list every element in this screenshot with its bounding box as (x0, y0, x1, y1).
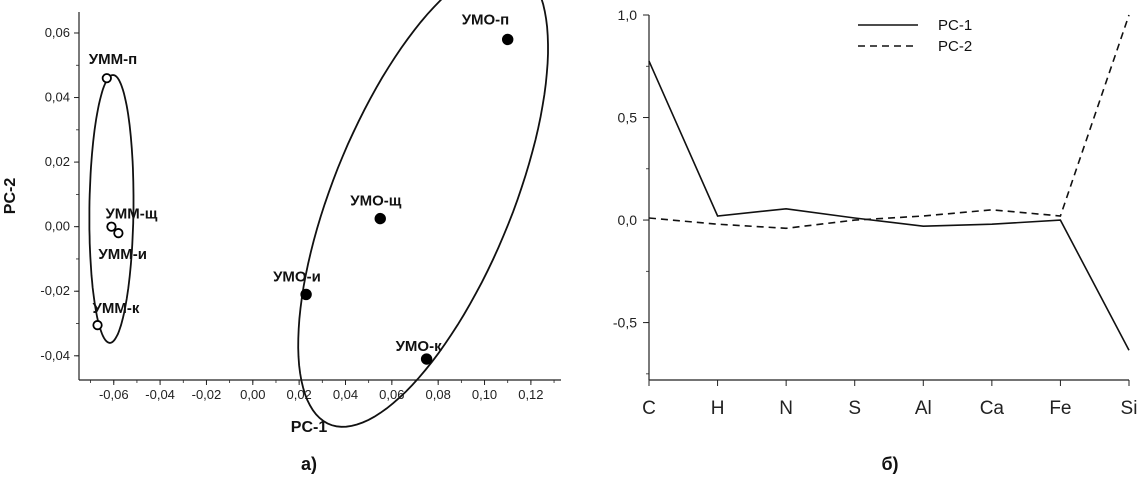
loadings-y-tick-label: -0,5 (613, 315, 637, 331)
legend-pc1-label: PC-1 (938, 17, 972, 34)
panel-b-label: б) (881, 454, 898, 474)
element-label: N (779, 398, 793, 419)
umm-point (106, 221, 117, 232)
point-label: УММ-к (93, 300, 140, 317)
umm-point (92, 320, 103, 331)
point-label: УМО-и (273, 268, 321, 285)
element-label: S (848, 398, 861, 419)
scores-y-tick-label: 0,04 (45, 90, 70, 105)
loadings-y-tick-label: 0,5 (618, 110, 638, 126)
element-label: Fe (1049, 398, 1071, 419)
point-label: УМО-к (396, 338, 442, 355)
umo-group-ellipse (297, 0, 549, 428)
scores-x-tick-label: 0,06 (379, 387, 404, 402)
umm-group-ellipse (88, 74, 135, 344)
element-label: Al (915, 398, 932, 419)
umm-point (113, 228, 124, 239)
point-label: УМО-п (462, 11, 510, 28)
umm-point (101, 73, 112, 84)
pca-scores-plot: -0,06 -0,04 -0,02 0,00 0,02 0,04 0,06 0,08 0,10 0… (2, 0, 561, 474)
element-label: Si (1121, 398, 1138, 419)
scores-x-tick-label: 0,08 (426, 387, 451, 402)
scores-y-tick-label: 0,02 (45, 154, 70, 169)
point-label: УМО-щ (350, 193, 401, 210)
umo-point (300, 288, 312, 301)
element-label: C (642, 398, 656, 419)
pca-loadings-plot: -0,5 0,0 0,5 1,0 C H N S Al Ca Fe Si PC-1 PC-2 б) (613, 7, 1138, 474)
pc1-line (648, 60, 1130, 351)
scores-y-axis-label: PC-2 (2, 178, 19, 215)
scores-x-tick-label: -0,06 (99, 387, 129, 402)
scores-x-tick-label: 0,12 (518, 387, 543, 402)
point-label: УММ-п (89, 51, 137, 68)
panel-a-label: а) (301, 454, 317, 474)
scores-x-tick-label: 0,10 (472, 387, 497, 402)
umo-point (374, 212, 386, 225)
scores-y-tick-label: 0,00 (45, 219, 70, 234)
element-label: H (711, 398, 725, 419)
point-label: УММ-и (98, 246, 147, 263)
scores-y-tick-label: -0,04 (40, 348, 70, 363)
scores-y-tick-label: 0,06 (45, 25, 70, 40)
point-label: УММ-щ (105, 206, 157, 223)
scores-x-tick-label: -0,04 (145, 387, 175, 402)
umo-point (420, 353, 433, 365)
scores-x-axis-label: PC-1 (291, 419, 328, 436)
scores-y-tick-label: -0,02 (40, 283, 70, 298)
loadings-y-tick-label: 0,0 (618, 212, 638, 228)
scores-x-tick-label: 0,04 (333, 387, 358, 402)
scores-x-tick-label: 0,00 (240, 387, 265, 402)
loadings-y-tick-label: 1,0 (618, 7, 638, 23)
scores-x-tick-label: 0,02 (286, 387, 311, 402)
scores-x-tick-label: -0,02 (192, 387, 222, 402)
legend-pc2-label: PC-2 (938, 38, 972, 55)
loadings-legend: PC-1 PC-2 (858, 17, 972, 55)
element-label: Ca (980, 398, 1005, 419)
umo-point (502, 33, 514, 46)
pc2-line (648, 14, 1130, 230)
